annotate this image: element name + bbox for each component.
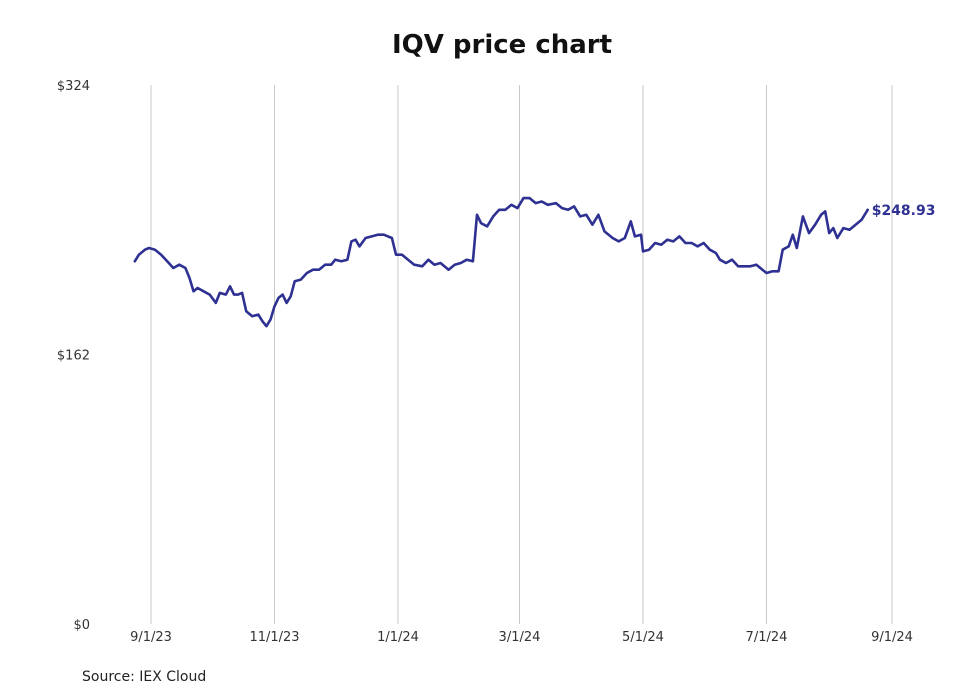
y-tick-label: $162 [57,349,90,364]
x-tick-label: 11/1/23 [249,630,299,645]
series-layer [133,196,869,328]
x-tick-label: 5/1/24 [622,630,664,645]
x-tick-label: 1/1/24 [377,630,419,645]
source-note: Source: IEX Cloud [82,669,207,685]
x-tick-label: 9/1/24 [871,630,913,645]
y-tick-label: $0 [73,618,90,633]
x-tick-label: 7/1/24 [746,630,788,645]
x-axis-ticks: 9/1/23 11/1/23 1/1/24 3/1/24 5/1/24 7/1/24 9/1… [130,630,913,645]
chart-title: IQV price chart [391,30,613,60]
y-axis-ticks: $0 $162 $324 [57,79,90,633]
last-price-label: $248.93 [872,203,936,219]
x-tick-label: 3/1/24 [499,630,541,645]
annotation-layer: $248.93 [872,203,936,219]
grid-lines [150,85,893,624]
price-series-line [133,196,869,328]
x-tick-label: 9/1/23 [130,630,172,645]
y-tick-label: $324 [57,79,90,94]
